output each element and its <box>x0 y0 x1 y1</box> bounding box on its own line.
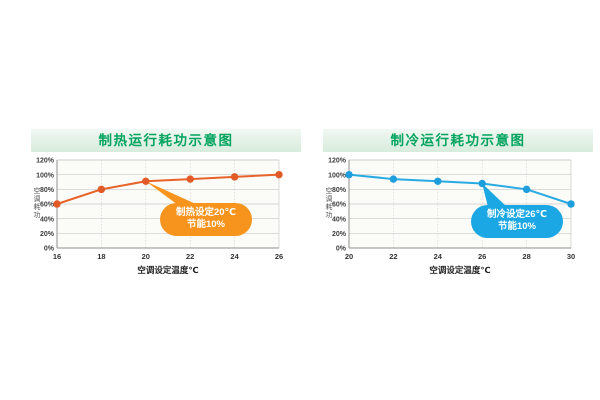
heating-callout-line1: 制热设定20℃ <box>175 207 237 218</box>
callout-pointer <box>482 183 507 207</box>
x-tick-labels: 20 22 24 26 28 30 <box>345 252 575 261</box>
y-tick-labels: 0% 20% 40% 60% 80% 100% 120% <box>36 158 55 253</box>
cooling-x-axis-label: 空调设定温度℃ <box>429 265 491 275</box>
svg-text:26: 26 <box>275 252 283 261</box>
svg-text:30: 30 <box>567 252 575 261</box>
svg-text:20: 20 <box>142 252 150 261</box>
svg-text:0%: 0% <box>44 246 55 253</box>
svg-text:20%: 20% <box>40 231 55 238</box>
svg-text:18: 18 <box>97 252 105 261</box>
svg-text:80%: 80% <box>332 187 347 194</box>
series-line <box>56 173 280 205</box>
svg-text:60%: 60% <box>40 202 55 209</box>
svg-text:28: 28 <box>522 252 530 261</box>
svg-text:100%: 100% <box>328 172 347 179</box>
cooling-callout-line2: 节能10% <box>497 221 536 233</box>
series-markers <box>345 170 575 208</box>
svg-text:调: 调 <box>34 194 41 203</box>
heating-callout-bubble: 制热设定20℃ 节能10% <box>160 203 252 236</box>
svg-text:120%: 120% <box>328 158 347 165</box>
heating-x-axis-label: 空调设定温度℃ <box>137 265 199 275</box>
series-line <box>348 173 572 205</box>
heating-chart-title: 制热运行耗功示意图 <box>31 129 301 152</box>
cooling-chart-card: 制冷运行耗功示意图 0% 20% 40% 60% 80% 100% 120% 20 22 24 26… <box>323 129 593 279</box>
svg-text:耗: 耗 <box>34 203 41 211</box>
svg-text:22: 22 <box>389 252 397 261</box>
svg-text:16: 16 <box>53 252 61 261</box>
svg-text:100%: 100% <box>36 172 55 179</box>
svg-text:20: 20 <box>345 252 353 261</box>
svg-text:耗: 耗 <box>326 203 333 211</box>
cooling-chart-title: 制冷运行耗功示意图 <box>323 129 593 152</box>
svg-text:功: 功 <box>326 210 333 219</box>
x-tick-labels: 16 18 20 22 24 26 <box>53 252 283 261</box>
svg-text:20%: 20% <box>332 231 347 238</box>
svg-text:40%: 40% <box>40 216 55 223</box>
heating-callout-line2: 节能10% <box>186 219 225 231</box>
heating-chart-card: 制热运行耗功示意图 0% 20% 40% 60% 80% 100% 120% 16 18 20 22… <box>31 129 301 279</box>
cooling-callout-bubble: 制冷设定26℃ 节能10% <box>471 205 563 238</box>
series-markers <box>53 170 283 208</box>
svg-text:功: 功 <box>34 210 41 219</box>
svg-text:24: 24 <box>434 252 443 261</box>
svg-text:22: 22 <box>186 252 194 261</box>
cooling-callout-line1: 制冷设定26℃ <box>486 209 548 220</box>
callout-pointer <box>145 181 198 205</box>
svg-text:60%: 60% <box>332 202 347 209</box>
y-tick-labels: 0% 20% 40% 60% 80% 100% 120% <box>328 158 347 253</box>
svg-text:调: 调 <box>326 194 333 203</box>
svg-text:80%: 80% <box>40 187 55 194</box>
svg-text:空: 空 <box>34 186 41 195</box>
svg-text:24: 24 <box>230 252 239 261</box>
svg-text:40%: 40% <box>332 216 347 223</box>
svg-text:120%: 120% <box>36 158 55 165</box>
svg-text:空: 空 <box>326 186 333 195</box>
svg-text:26: 26 <box>478 252 486 261</box>
svg-text:0%: 0% <box>336 246 347 253</box>
